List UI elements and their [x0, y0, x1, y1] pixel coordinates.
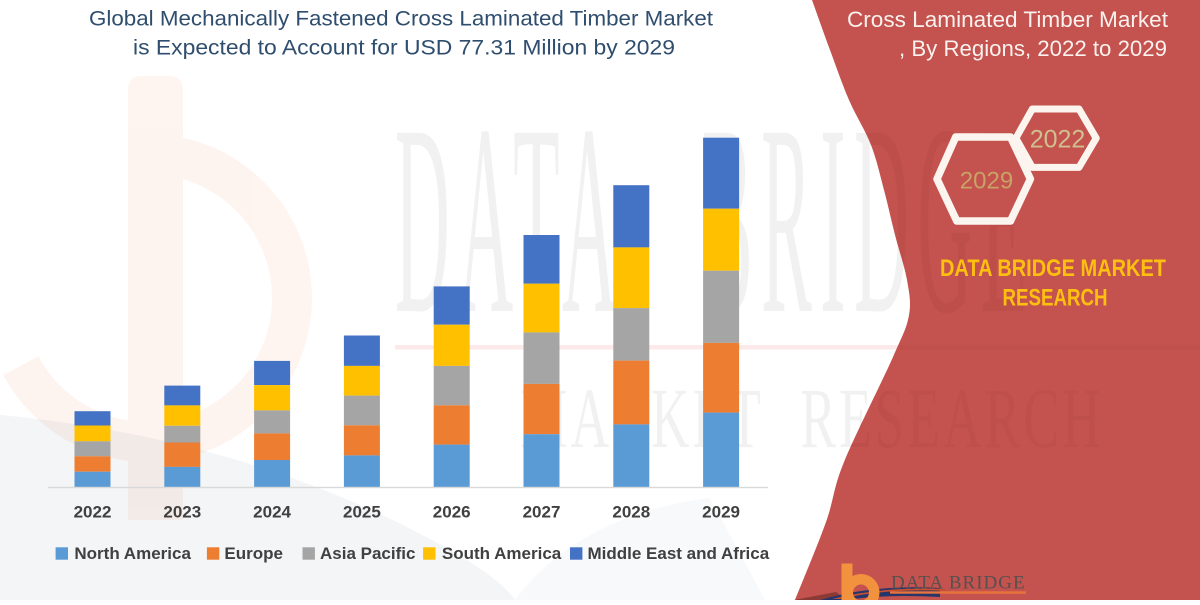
svg-text:2024: 2024: [253, 503, 291, 522]
svg-text:2027: 2027: [523, 503, 561, 522]
svg-text:Global Mechanically Fastened C: Global Mechanically Fastened Cross Lamin…: [89, 8, 713, 31]
svg-text:, By Regions, 2022 to 2029: , By Regions, 2022 to 2029: [899, 36, 1167, 61]
svg-text:Middle East and Africa: Middle East and Africa: [588, 544, 770, 563]
svg-text:is Expected to Account for USD: is Expected to Account for USD 77.31 Mil…: [133, 37, 675, 60]
svg-text:2023: 2023: [163, 503, 201, 522]
svg-text:North America: North America: [74, 544, 191, 563]
svg-text:2026: 2026: [433, 503, 471, 522]
svg-text:2029: 2029: [702, 503, 740, 522]
svg-text:2022: 2022: [74, 503, 112, 522]
svg-text:DATA BRIDGE: DATA BRIDGE: [891, 573, 1026, 594]
svg-text:Asia Pacific: Asia Pacific: [320, 544, 415, 563]
svg-text:Europe: Europe: [224, 544, 283, 563]
svg-text:South America: South America: [442, 544, 562, 563]
svg-text:RESEARCH: RESEARCH: [1003, 284, 1108, 311]
svg-text:2022: 2022: [1030, 126, 1086, 154]
svg-text:2025: 2025: [343, 503, 381, 522]
svg-text:Cross Laminated Timber Market: Cross Laminated Timber Market: [847, 7, 1168, 32]
svg-text:DATA BRIDGE MARKET: DATA BRIDGE MARKET: [940, 255, 1166, 282]
svg-text:2028: 2028: [612, 503, 650, 522]
svg-text:2029: 2029: [960, 168, 1013, 195]
